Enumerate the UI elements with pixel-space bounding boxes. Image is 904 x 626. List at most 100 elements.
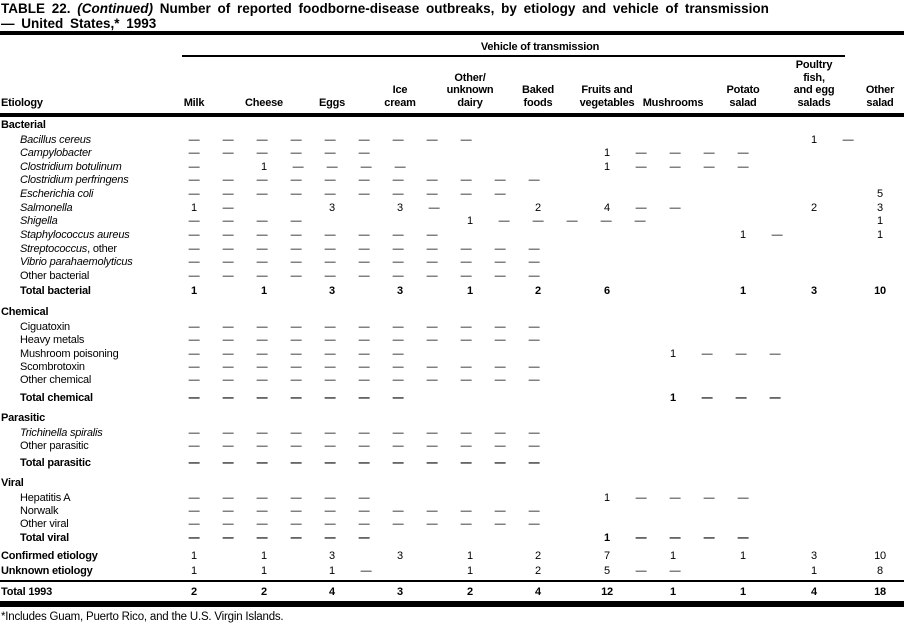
empty-cell-dash: — bbox=[256, 256, 268, 268]
cell-value: 10 bbox=[874, 285, 886, 297]
row-label: Other bacterial bbox=[20, 270, 90, 282]
empty-cell-dash: — bbox=[188, 348, 200, 360]
cell-value: 3 bbox=[397, 202, 403, 214]
cell-value: 2 bbox=[535, 202, 541, 214]
cell-value: 3 bbox=[811, 285, 817, 297]
empty-cell-dash: — bbox=[326, 161, 338, 173]
row-label: Salmonella bbox=[20, 202, 73, 214]
empty-cell-dash: — bbox=[324, 229, 336, 241]
row-label: Vibrio parahaemolyticus bbox=[20, 256, 133, 268]
table-row: Shigella — — — — 1 — — — — — 1 bbox=[0, 215, 904, 228]
empty-cell-dash: — bbox=[188, 256, 200, 268]
empty-cell-dash: — bbox=[426, 321, 438, 333]
empty-cell-dash: — bbox=[290, 392, 302, 404]
cell-value: 1 bbox=[604, 532, 610, 544]
empty-cell-dash: — bbox=[460, 270, 472, 282]
empty-cell-dash: — bbox=[669, 492, 681, 504]
row-label: Parasitic bbox=[1, 412, 46, 424]
header-rule bbox=[0, 113, 904, 117]
empty-cell-dash: — bbox=[528, 440, 540, 452]
table-row: Total viral — — — — — — 1 — — — — bbox=[0, 532, 904, 545]
row-label: Clostridium botulinum bbox=[20, 161, 122, 173]
table-row: Streptococcus, other — — — — — — — — — — — bbox=[0, 243, 904, 256]
empty-cell-dash: — bbox=[426, 256, 438, 268]
cell-value: 4 bbox=[535, 586, 541, 598]
empty-cell-dash: — bbox=[635, 492, 647, 504]
empty-cell-dash: — bbox=[222, 518, 234, 530]
cell-value: 3 bbox=[329, 202, 335, 214]
empty-cell-dash: — bbox=[256, 334, 268, 346]
column-header: Eggs bbox=[318, 96, 346, 109]
cell-value: 1 bbox=[670, 348, 676, 360]
empty-cell-dash: — bbox=[324, 505, 336, 517]
row-label: Other parasitic bbox=[20, 440, 89, 452]
table-row: Trichinella spiralis — — — — — — — — — — — bbox=[0, 427, 904, 440]
empty-cell-dash: — bbox=[256, 361, 268, 373]
cell-value: 1 bbox=[740, 229, 746, 241]
empty-cell-dash: — bbox=[222, 174, 234, 186]
cell-value: 1 bbox=[877, 215, 883, 227]
empty-cell-dash: — bbox=[498, 215, 510, 227]
empty-cell-dash: — bbox=[290, 174, 302, 186]
table-row: Total bacterial 1 1 3 3 1 2 6 1 3 10 bbox=[0, 285, 904, 298]
empty-cell-dash: — bbox=[188, 374, 200, 386]
section-header-row: Chemical bbox=[0, 306, 904, 319]
table-row: Total parasitic — — — — — — — — — — — bbox=[0, 457, 904, 470]
cell-value: 6 bbox=[604, 285, 610, 297]
empty-cell-dash: — bbox=[188, 334, 200, 346]
empty-cell-dash: — bbox=[358, 518, 370, 530]
table-row: Salmonella 1 — 3 3 — 2 4 — — 2 3 bbox=[0, 202, 904, 215]
empty-cell-dash: — bbox=[256, 492, 268, 504]
cell-value: 5 bbox=[604, 565, 610, 577]
empty-cell-dash: — bbox=[635, 202, 647, 214]
cell-value: 1 bbox=[670, 392, 676, 404]
cell-value: 1 bbox=[670, 586, 676, 598]
empty-cell-dash: — bbox=[256, 215, 268, 227]
table-row: Bacillus cereus — — — — — — — — — 1 — bbox=[0, 134, 904, 147]
empty-cell-dash: — bbox=[392, 243, 404, 255]
empty-cell-dash: — bbox=[703, 147, 715, 159]
empty-cell-dash: — bbox=[324, 147, 336, 159]
empty-cell-dash: — bbox=[256, 427, 268, 439]
empty-cell-dash: — bbox=[392, 440, 404, 452]
empty-cell-dash: — bbox=[635, 532, 647, 544]
cell-value: 8 bbox=[877, 565, 883, 577]
cell-value: 1 bbox=[604, 147, 610, 159]
row-label: Unknown etiology bbox=[1, 565, 93, 577]
empty-cell-dash: — bbox=[566, 215, 578, 227]
empty-cell-dash: — bbox=[669, 565, 681, 577]
empty-cell-dash: — bbox=[358, 361, 370, 373]
row-label: Ciguatoxin bbox=[20, 321, 70, 333]
table-row: Total chemical — — — — — — — 1 — — — bbox=[0, 392, 904, 405]
cell-value: 1 bbox=[877, 229, 883, 241]
empty-cell-dash: — bbox=[188, 174, 200, 186]
empty-cell-dash: — bbox=[222, 334, 234, 346]
empty-cell-dash: — bbox=[392, 134, 404, 146]
empty-cell-dash: — bbox=[358, 229, 370, 241]
empty-cell-dash: — bbox=[290, 427, 302, 439]
cell-value: 2 bbox=[261, 586, 267, 598]
empty-cell-dash: — bbox=[358, 392, 370, 404]
empty-cell-dash: — bbox=[358, 174, 370, 186]
row-label: Trichinella spiralis bbox=[20, 427, 103, 439]
table-row: Clostridium botulinum — 1 — — — — 1 — — — — bbox=[0, 161, 904, 174]
empty-cell-dash: — bbox=[290, 440, 302, 452]
table-number: TABLE 22. bbox=[1, 1, 71, 16]
cell-value: 5 bbox=[877, 188, 883, 200]
empty-cell-dash: — bbox=[290, 270, 302, 282]
cell-value: 1 bbox=[191, 550, 197, 562]
empty-cell-dash: — bbox=[324, 361, 336, 373]
empty-cell-dash: — bbox=[528, 270, 540, 282]
empty-cell-dash: — bbox=[358, 492, 370, 504]
empty-cell-dash: — bbox=[394, 161, 406, 173]
empty-cell-dash: — bbox=[737, 532, 749, 544]
empty-cell-dash: — bbox=[703, 492, 715, 504]
empty-cell-dash: — bbox=[222, 134, 234, 146]
cell-value: 1 bbox=[604, 492, 610, 504]
empty-cell-dash: — bbox=[426, 229, 438, 241]
row-label: Norwalk bbox=[20, 505, 59, 517]
column-header: Cheese bbox=[245, 96, 283, 109]
empty-cell-dash: — bbox=[256, 243, 268, 255]
empty-cell-dash: — bbox=[188, 215, 200, 227]
column-header: Baked foods bbox=[521, 84, 555, 109]
